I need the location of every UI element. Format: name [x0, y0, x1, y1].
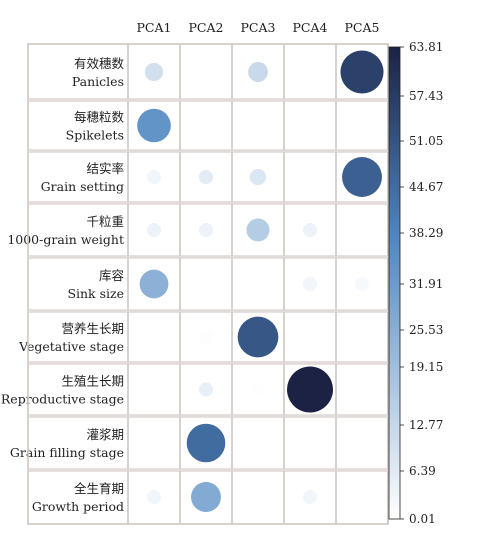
bubble — [303, 490, 317, 504]
row-label-en: Grain filling stage — [10, 445, 124, 460]
bubble — [342, 157, 382, 197]
column-label-pca3: PCA3 — [241, 20, 276, 35]
colorbar-tick-label: 51.05 — [409, 134, 443, 148]
bubble — [191, 482, 221, 512]
colorbar-tick-label: 57.43 — [409, 89, 443, 103]
row-label-en: Vegetative stage — [18, 339, 124, 354]
row-label-zh: 生殖生长期 — [61, 374, 124, 389]
column-label-pca5: PCA5 — [345, 20, 380, 35]
bubble — [246, 218, 270, 242]
bubble — [303, 277, 317, 291]
colorbar-tick-label: 12.77 — [409, 418, 443, 432]
bubble — [340, 50, 384, 94]
bubble — [147, 223, 161, 237]
colorbar-tick-label: 44.67 — [409, 180, 443, 194]
bubble — [199, 382, 213, 397]
colorbar-tick-label: 0.01 — [409, 512, 436, 526]
bubble — [137, 108, 171, 143]
colorbar-tick-label: 25.53 — [409, 323, 443, 337]
bubble — [249, 168, 267, 186]
bubble — [251, 382, 265, 397]
bubble — [199, 330, 213, 344]
column-label-pca4: PCA4 — [293, 20, 328, 35]
bubble — [303, 223, 317, 237]
row-label-en: 1000-grain weight — [7, 232, 124, 247]
colorbar-tick-label: 38.29 — [409, 226, 443, 240]
row-label-en: Sink size — [67, 286, 124, 301]
row-label-zh: 千粒重 — [86, 214, 124, 229]
bubble — [287, 366, 333, 413]
bubble — [147, 490, 161, 504]
bubble — [237, 316, 279, 358]
colorbar-tick-label: 63.81 — [409, 40, 443, 54]
bubble — [199, 223, 213, 237]
bubble — [198, 169, 214, 185]
row-label-en: Spikelets — [66, 128, 124, 143]
colorbar-tick-label: 19.15 — [409, 360, 443, 374]
row-label-zh: 有效穗数 — [74, 56, 125, 71]
grid-lines — [27, 43, 389, 525]
row-label-zh: 营养生长期 — [61, 321, 124, 336]
row-labels: 有效穗数 Panicles 每穗粒数 Spikelets 结实率 Grain settin… — [1, 56, 125, 514]
bubbles — [137, 50, 384, 512]
row-label-en: Grain setting — [41, 179, 124, 194]
column-labels: PCA1 PCA2 PCA3 PCA4 PCA5 — [137, 20, 380, 35]
row-label-zh: 灌浆期 — [86, 427, 124, 442]
colorbar: 63.81 57.43 51.05 44.67 38.29 31.91 25.53 19.15… — [388, 40, 443, 526]
row-label-zh: 全生育期 — [74, 481, 124, 496]
bubble — [248, 62, 268, 82]
row-label-en: Reproductive stage — [1, 392, 124, 407]
bubble — [186, 423, 226, 463]
column-label-pca2: PCA2 — [189, 20, 224, 35]
row-label-en: Growth period — [32, 499, 124, 514]
bubble — [139, 269, 169, 299]
bubble — [144, 62, 164, 82]
row-label-zh: 结实率 — [86, 161, 124, 176]
row-label-zh: 每穗粒数 — [74, 110, 125, 125]
row-label-en: Panicles — [72, 74, 124, 89]
bubble — [355, 277, 369, 291]
row-label-zh: 库容 — [99, 268, 124, 283]
column-label-pca1: PCA1 — [137, 20, 172, 35]
bubble — [147, 170, 161, 184]
colorbar-tick-label: 31.91 — [409, 277, 443, 291]
colorbar-gradient — [388, 46, 401, 520]
colorbar-tick-label: 6.39 — [409, 464, 436, 478]
